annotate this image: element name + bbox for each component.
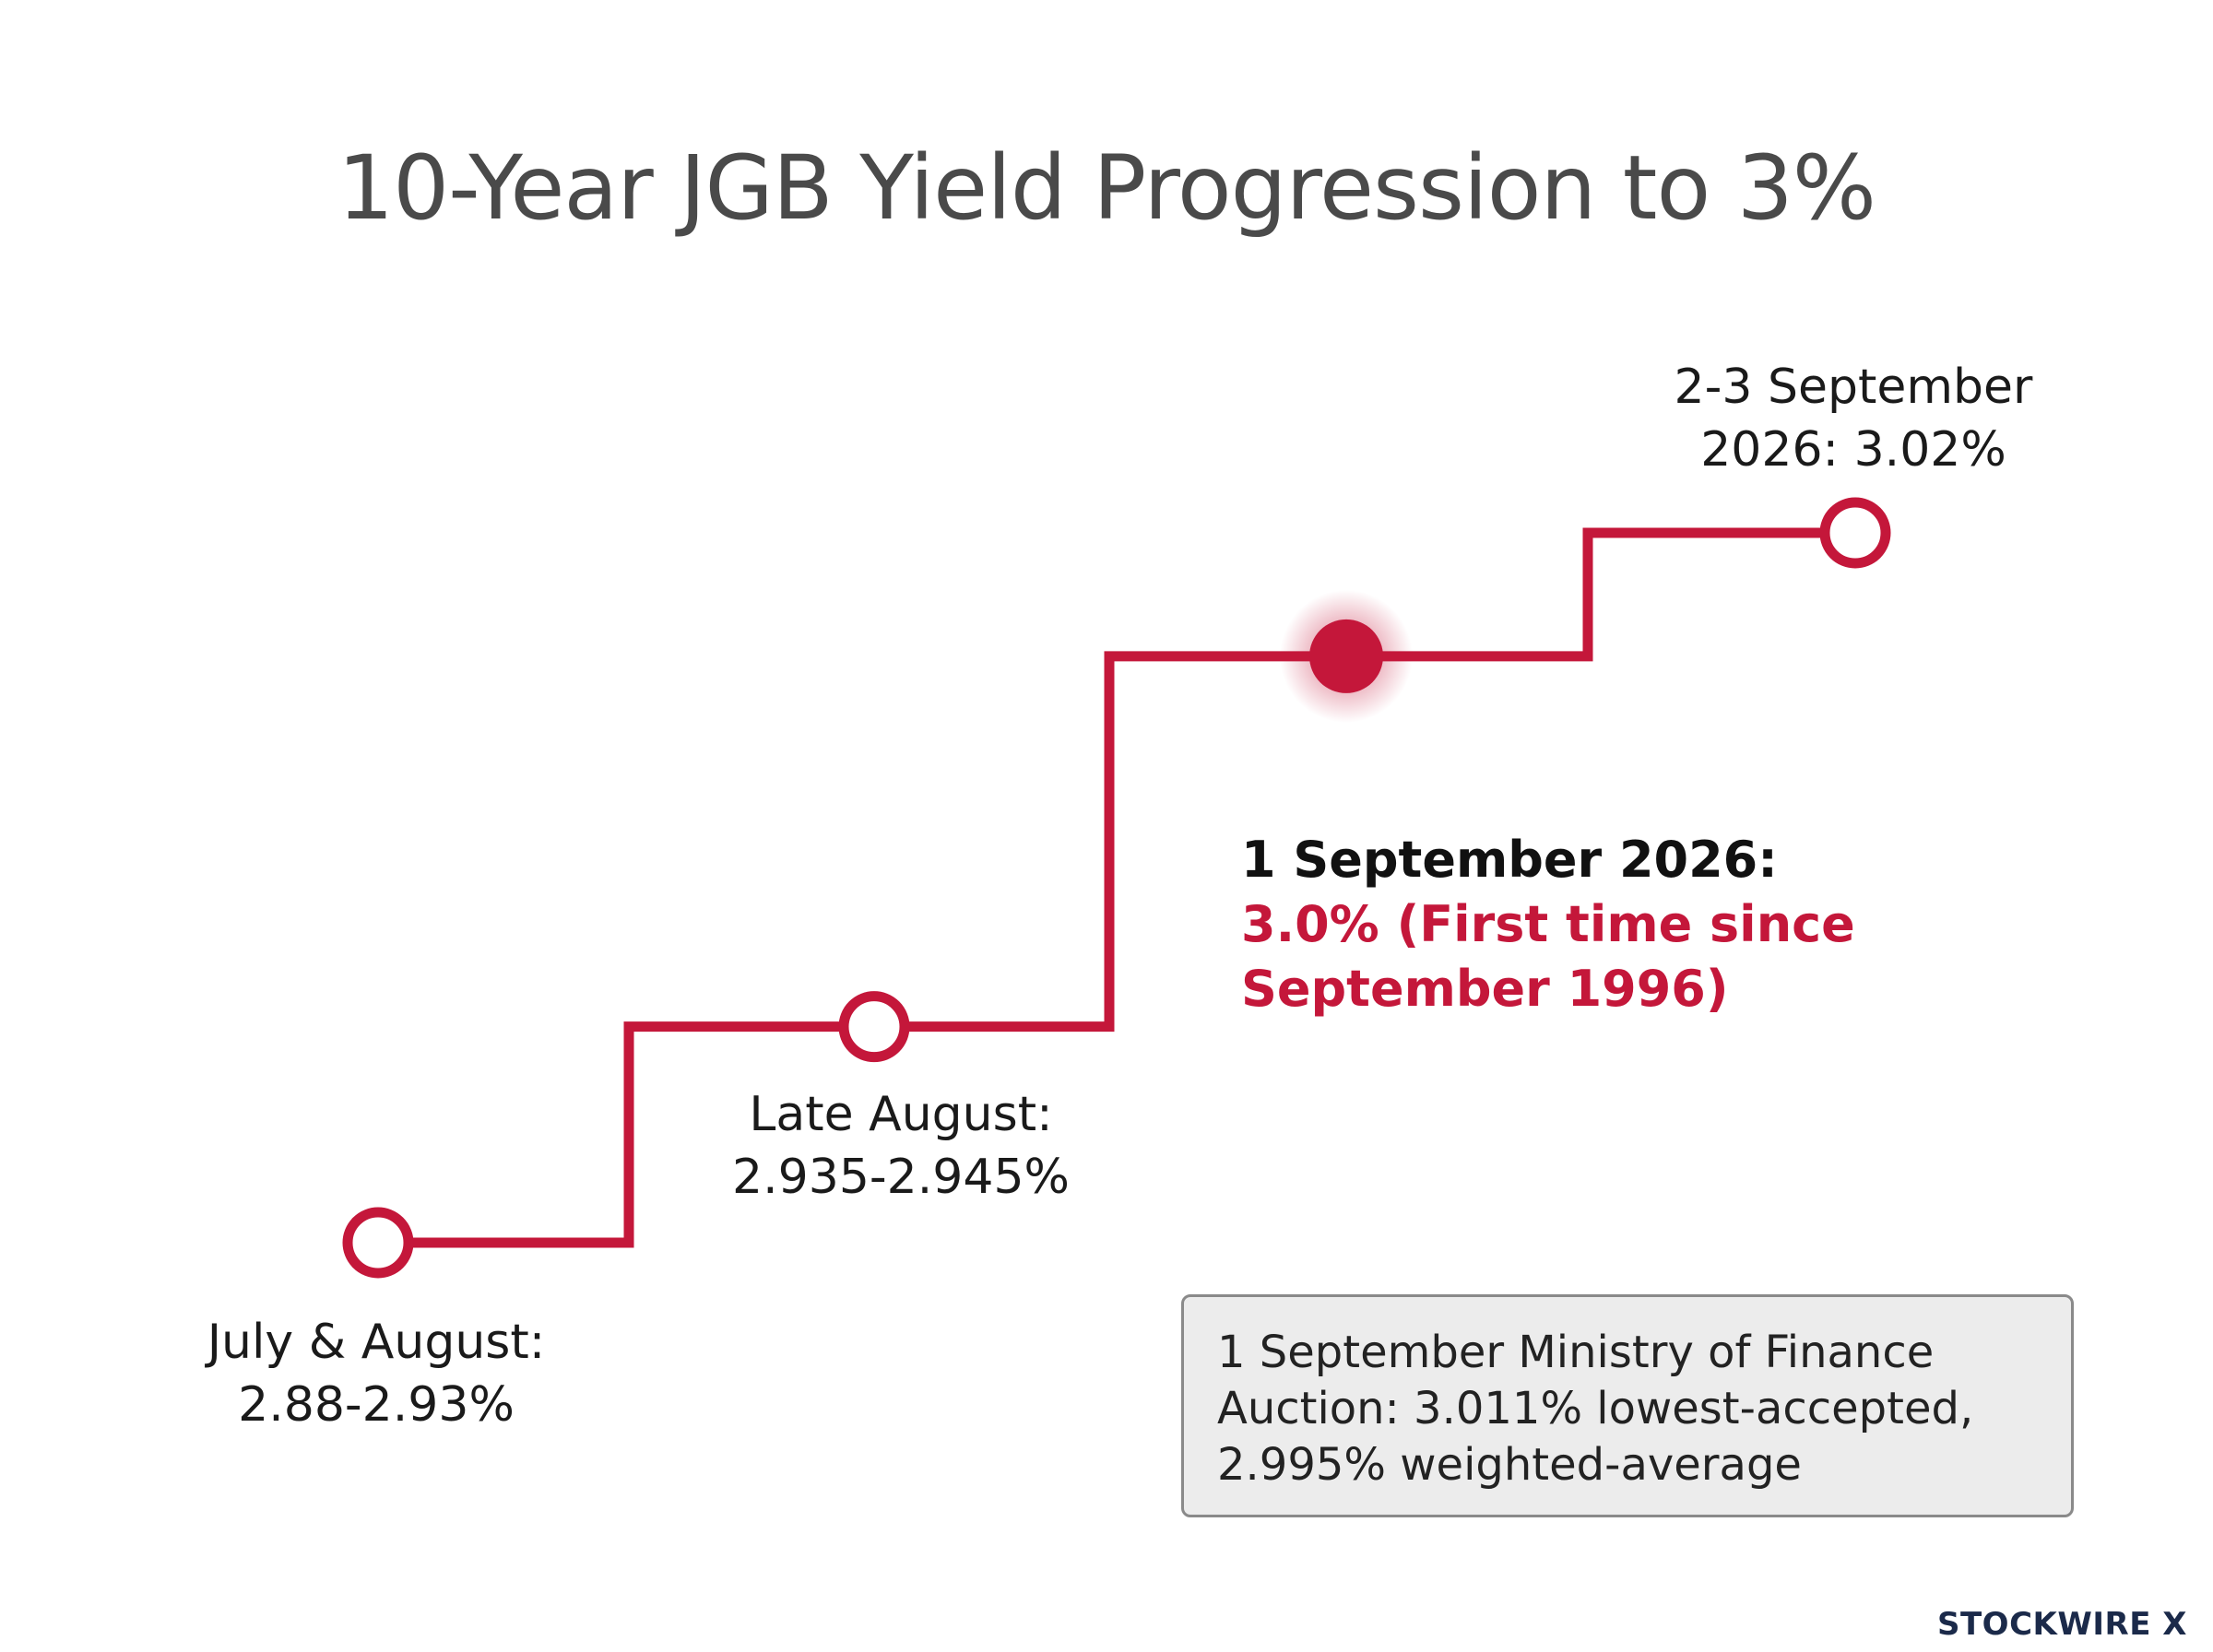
point-label-value-line-2: September 1996) (1241, 960, 1729, 1018)
marker-layer (342, 497, 1891, 1279)
data-point-highlighted (1309, 619, 1383, 693)
point-label-period: 2-3 September (1674, 360, 2033, 415)
series-step-line (378, 527, 1855, 1248)
brand-logo: STOCKWIRE X (1937, 1606, 2187, 1643)
point-label-period: 1 September 2026: (1241, 831, 1778, 889)
point-label-2-3-september: 2-3 September 2026: 3.02% (1641, 356, 2065, 481)
data-point (838, 991, 910, 1063)
series-line-layer (378, 527, 1855, 1248)
point-label-late-august: Late August: 2.935-2.945% (716, 1083, 1085, 1209)
auction-note-box: 1 September Ministry of Finance Auction:… (1181, 1294, 2074, 1517)
point-label-value: 2.935-2.945% (732, 1150, 1070, 1205)
point-label-value: 2.88-2.93% (238, 1377, 515, 1433)
point-label-period: July & August: (207, 1315, 546, 1370)
point-label-period: Late August: (749, 1087, 1053, 1142)
point-label-value: 2026: 3.02% (1700, 422, 2006, 478)
data-point (342, 1207, 414, 1279)
point-label-value-line-1: 3.0% (First time since (1241, 895, 1855, 953)
chart-title: 10-Year JGB Yield Progression to 3% (337, 136, 1876, 240)
note-line: Auction: 3.011% lowest-accepted, (1217, 1383, 1974, 1434)
note-line: 2.995% weighted-average (1217, 1439, 1802, 1491)
point-label-1-september: 1 September 2026: 3.0% (First time since… (1241, 828, 1855, 1021)
point-label-july-august: July & August: 2.88-2.93% (192, 1311, 561, 1436)
note-line: 1 September Ministry of Finance (1217, 1327, 1935, 1378)
data-point (1819, 497, 1891, 569)
